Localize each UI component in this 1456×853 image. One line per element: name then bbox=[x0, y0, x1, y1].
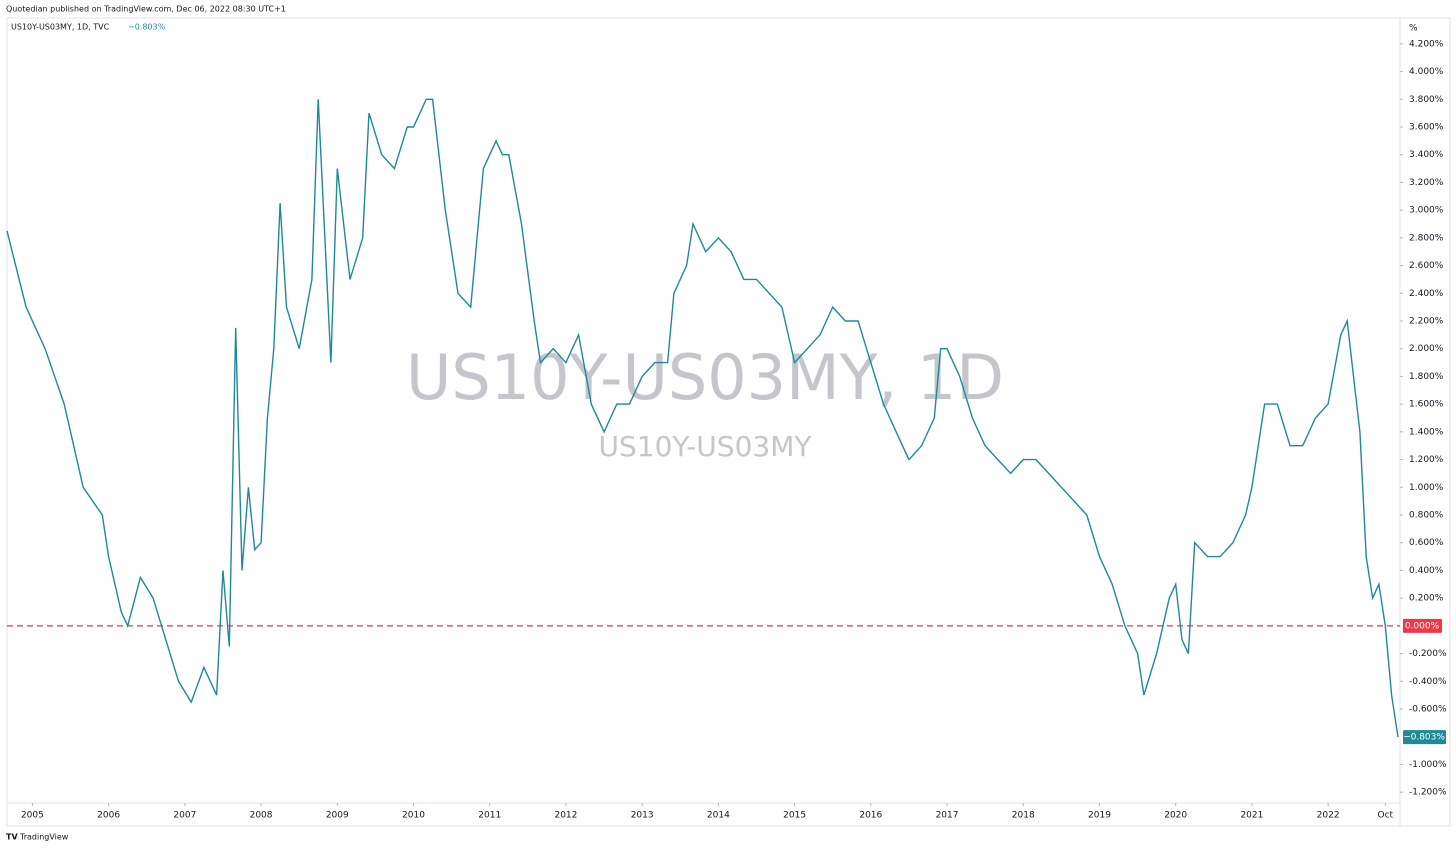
watermark-sub: US10Y-US03MY bbox=[599, 430, 813, 463]
y-unit: % bbox=[1409, 24, 1418, 34]
y-tick-label: 2.600% bbox=[1409, 261, 1444, 271]
x-tick-label: 2020 bbox=[1164, 811, 1187, 821]
y-tick-label: 0.200% bbox=[1409, 594, 1444, 604]
header: Quotedian published on TradingView.com, … bbox=[6, 5, 286, 14]
x-tick-label: 2014 bbox=[707, 811, 730, 821]
y-tick-label: 1.400% bbox=[1409, 427, 1444, 437]
series-line bbox=[6, 98, 1399, 738]
x-tick-label: 2012 bbox=[554, 811, 577, 821]
y-tick-label: 2.400% bbox=[1409, 289, 1444, 299]
x-tick-label: Oct bbox=[1378, 811, 1394, 821]
y-tick-label: 1.800% bbox=[1409, 372, 1444, 382]
y-tick-label: 3.200% bbox=[1409, 178, 1444, 188]
x-tick-label: 2007 bbox=[173, 811, 196, 821]
zero-badge-label: 0.000% bbox=[1405, 621, 1440, 631]
frame bbox=[6, 17, 1451, 827]
x-tick-label: 2022 bbox=[1317, 811, 1340, 821]
y-tick-label: 1.600% bbox=[1409, 400, 1444, 410]
y-tick-label: 0.600% bbox=[1409, 538, 1444, 548]
x-tick-label: 2018 bbox=[1012, 811, 1035, 821]
y-tick-label: 3.000% bbox=[1409, 206, 1444, 216]
y-tick-label: 0.800% bbox=[1409, 511, 1444, 521]
y-tick-label: -0.400% bbox=[1409, 677, 1447, 687]
x-tick-label: 2008 bbox=[250, 811, 273, 821]
last-badge bbox=[1403, 730, 1446, 745]
y-tick-label: 2.200% bbox=[1409, 317, 1444, 327]
x-tick-label: 2011 bbox=[478, 811, 501, 821]
y-tick-label: 4.000% bbox=[1409, 67, 1444, 77]
x-tick-label: 2021 bbox=[1240, 811, 1263, 821]
footer-logo: TV bbox=[6, 833, 18, 842]
y-tick-label: 2.800% bbox=[1409, 233, 1444, 243]
zero-badge bbox=[1403, 618, 1442, 633]
y-tick-label: -1.200% bbox=[1409, 788, 1447, 798]
footer: TradingView bbox=[19, 833, 69, 842]
x-tick-label: 2005 bbox=[21, 811, 44, 821]
symbol-last: −0.803% bbox=[128, 23, 166, 32]
symbol-info: US10Y-US03MY, 1D, TVC bbox=[11, 23, 110, 32]
y-tick-label: 0.400% bbox=[1409, 566, 1444, 576]
y-tick-label: 3.600% bbox=[1409, 123, 1444, 133]
y-tick-label: 3.800% bbox=[1409, 95, 1444, 105]
x-tick-label: 2013 bbox=[631, 811, 654, 821]
y-tick-label: 4.200% bbox=[1409, 39, 1444, 49]
y-tick-label: -0.200% bbox=[1409, 649, 1447, 659]
y-tick-label: -0.600% bbox=[1409, 705, 1447, 715]
x-tick-label: 2015 bbox=[783, 811, 806, 821]
y-tick-label: 2.000% bbox=[1409, 344, 1444, 354]
watermark: US10Y-US03MY, 1D bbox=[406, 341, 1004, 414]
y-tick-label: 1.000% bbox=[1409, 483, 1444, 493]
x-tick-label: 2019 bbox=[1088, 811, 1111, 821]
y-tick-label: 1.200% bbox=[1409, 455, 1444, 465]
x-tick-label: 2009 bbox=[326, 811, 349, 821]
y-tick-label: -1.000% bbox=[1409, 760, 1447, 770]
last-badge-label: −0.803% bbox=[1403, 733, 1445, 743]
x-tick-label: 2017 bbox=[936, 811, 959, 821]
x-tick-label: 2016 bbox=[859, 811, 882, 821]
y-tick-label: 3.400% bbox=[1409, 150, 1444, 160]
x-tick-label: 2006 bbox=[97, 811, 120, 821]
x-tick-label: 2010 bbox=[402, 811, 425, 821]
